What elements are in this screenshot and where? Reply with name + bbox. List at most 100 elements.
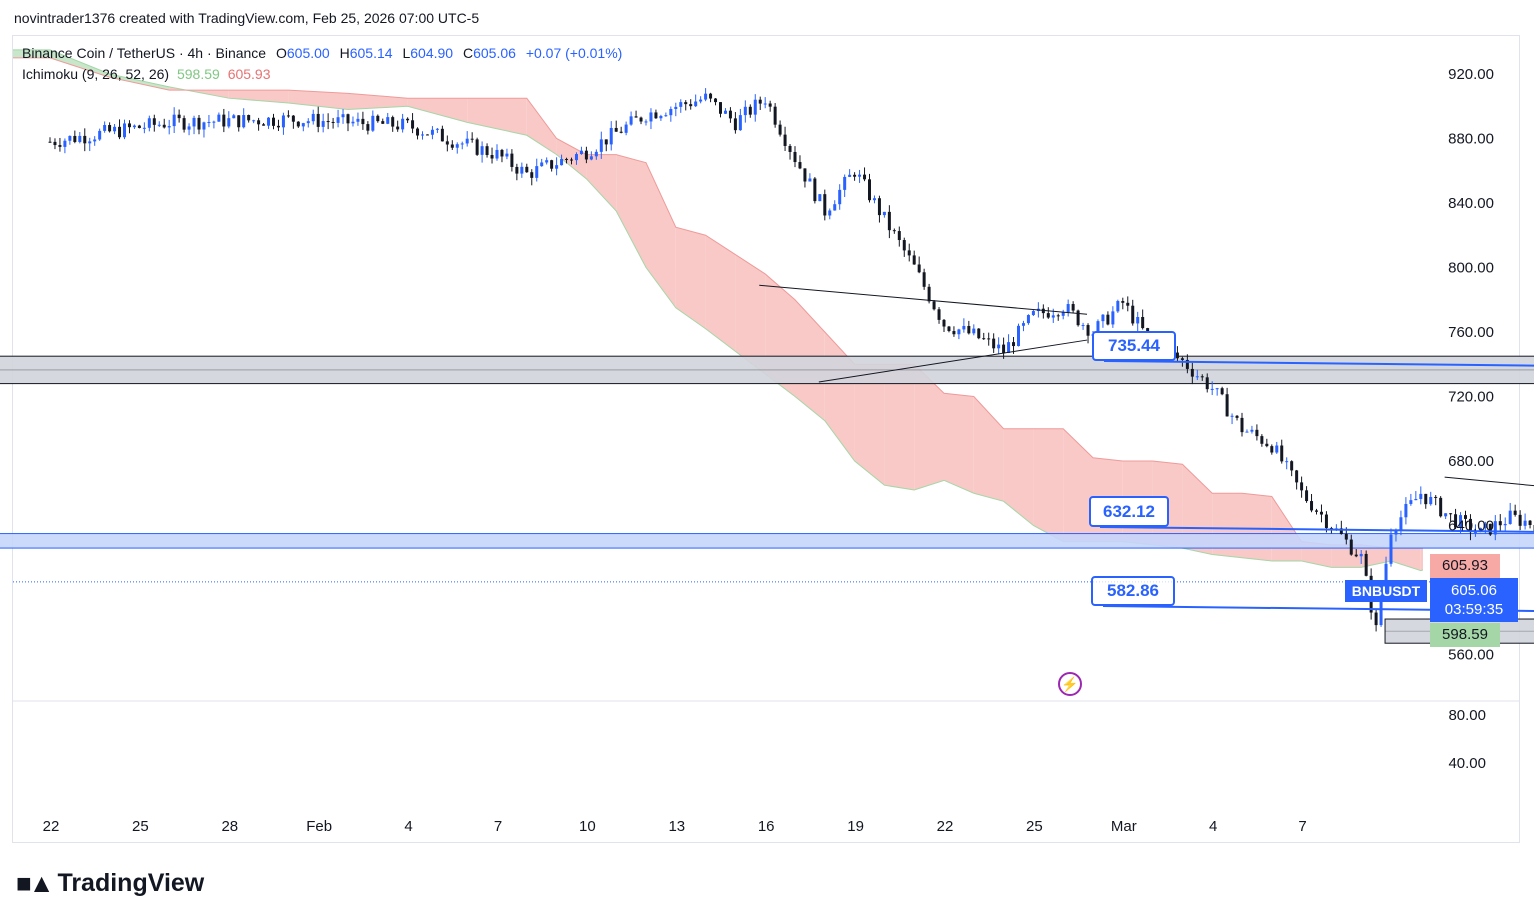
candle-body [1215,388,1219,390]
candle-body [301,123,305,127]
candle-body [1116,301,1120,312]
candle-body [1285,461,1289,463]
candle-body [1260,436,1264,444]
candle-body [624,124,628,133]
candle-body [694,101,698,107]
candle-body [247,115,251,121]
candle-body [838,189,842,205]
candle-body [118,126,122,138]
candle-body [813,178,817,202]
candle-body [1359,553,1363,557]
tradingview-logo-text: TradingView [57,869,205,897]
candle-body [1290,461,1294,471]
x-tick-label: Mar [1111,818,1137,835]
x-tick-label: Feb [306,818,332,835]
candle-body [262,124,266,126]
candle-body [197,117,201,130]
candle-body [803,168,807,182]
candle-body [366,124,370,131]
middle-zone [0,533,1534,549]
cloud-segment [1182,464,1213,555]
candle-body [1190,368,1194,377]
candle-body [1280,445,1284,462]
candle-body [773,106,777,125]
candle-body [1483,523,1487,528]
candle-body [530,172,534,178]
candle-body [1101,314,1105,322]
candle-body [848,174,852,177]
candle-body [738,115,742,131]
candle-body [306,121,310,124]
candle-body [1265,443,1269,447]
candle-body [1205,377,1209,390]
cloud-segment [884,364,915,491]
cloud-segment [1420,548,1423,571]
candle-body [391,117,395,127]
candle-body [237,115,241,128]
candle-body [1275,445,1279,453]
candle-body [1210,388,1214,390]
candle-body [1175,352,1179,359]
cloud-segment [914,364,944,491]
candle-body [1339,528,1343,534]
cloud-segment [854,364,885,486]
candle-body [505,153,509,157]
open-value: 605.00 [286,45,330,61]
indicator-name: Ichimoku (9, 26, 52, 26) [22,66,170,82]
candle-body [1295,470,1299,483]
candle-body [858,174,862,177]
candle-body [1419,493,1423,500]
candle-body [788,145,792,152]
candle-body [579,150,583,155]
candle-body [872,198,876,201]
x-tick-label: 7 [1298,818,1306,835]
candle-body [1493,521,1497,535]
candle-body [207,122,211,124]
callout-middle-label[interactable]: 632.12 [1089,496,1169,527]
candle-body [654,112,658,119]
candle-body [103,125,107,131]
cloud-segment [944,393,974,494]
candle-body [1508,510,1512,524]
indicator-legend[interactable]: Ichimoku (9, 26, 52, 26) 598.59 605.93 [22,66,271,82]
callout-lower-pointer [1102,605,1534,613]
candle-body [1429,496,1433,505]
candle-body [1270,446,1274,453]
candle-body [599,139,603,152]
callout-lower-label[interactable]: 582.86 [1091,576,1175,606]
candle-body [495,149,499,159]
candle-body [1076,310,1080,326]
candle-body [162,124,166,128]
candle-body [53,141,57,146]
candle-body [411,120,415,129]
candle-body [520,166,524,174]
candle-body [217,114,221,122]
candle-body [296,121,300,127]
candle-body [157,124,161,126]
callout-upper-label[interactable]: 735.44 [1092,331,1176,361]
candle-body [689,104,693,107]
candle-body [1141,316,1145,329]
candle-body [594,151,598,157]
cloud-segment [467,98,527,136]
candle-body [1136,316,1140,324]
candle-body [510,153,514,167]
cloud-segment [973,396,1004,502]
candle-body [132,125,136,128]
candle-body [723,110,727,114]
lightning-icon[interactable]: ⚡ [1058,672,1082,696]
y-tick-label: 920.00 [1448,66,1494,83]
cloud-segment [1242,493,1272,561]
wedge-lower-line [818,339,1088,383]
cloud-segment [735,254,766,374]
candle-body [356,118,360,122]
candle-body [381,121,385,124]
candle-body [684,102,688,105]
candle-body [758,99,762,104]
candle-body [490,155,494,159]
candle-body [227,118,231,127]
candle-body [947,326,951,332]
candle-body [604,139,608,145]
candle-body [669,109,673,116]
